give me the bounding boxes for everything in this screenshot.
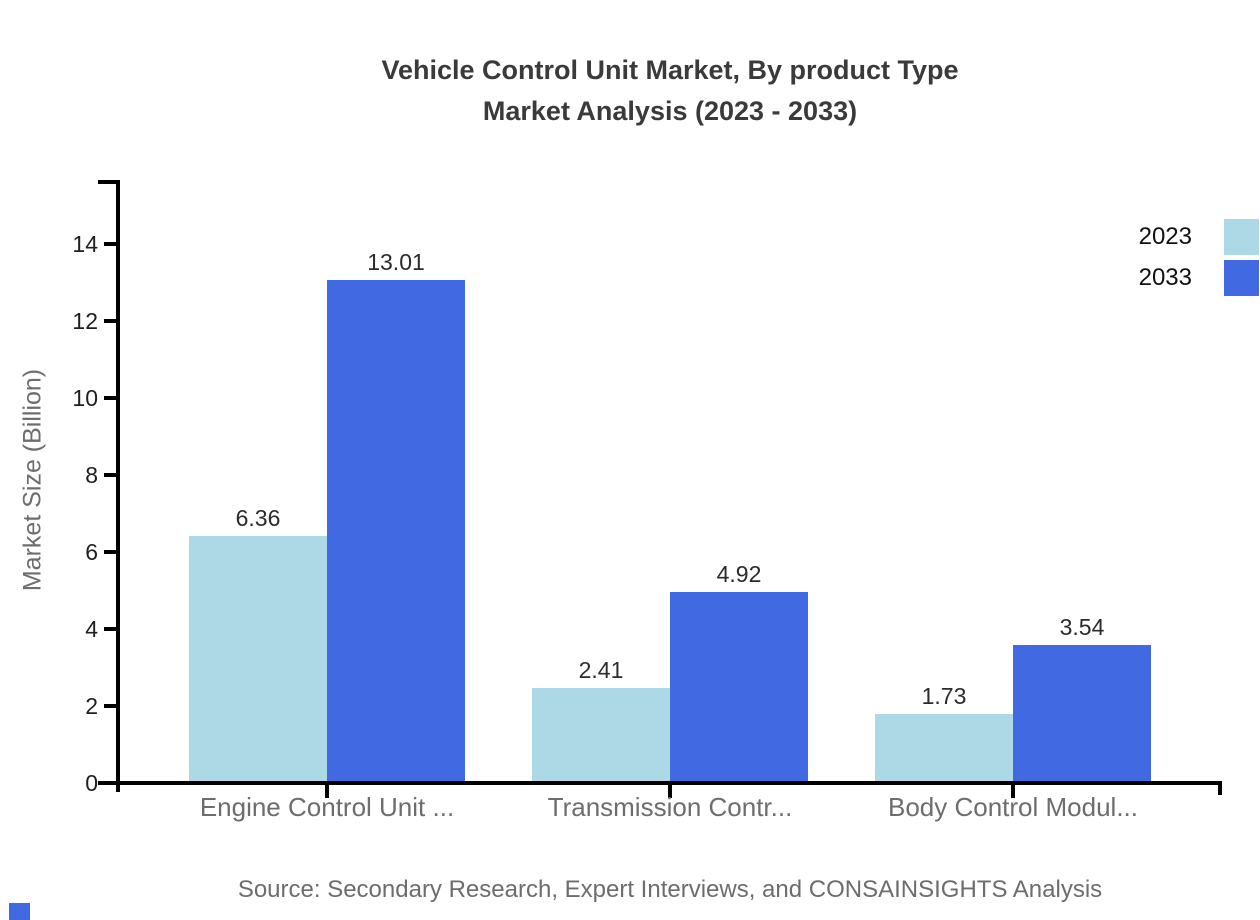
y-axis-end-tick [98, 180, 120, 184]
y-tick [104, 396, 118, 400]
y-tick-label: 0 [85, 770, 98, 796]
y-tick [104, 781, 118, 785]
y-tick [104, 473, 118, 477]
x-axis-line [98, 781, 1222, 785]
category-label: Transmission Contr... [547, 792, 793, 822]
y-tick [104, 242, 118, 246]
y-tick [104, 319, 118, 323]
y-tick-label: 14 [72, 231, 98, 257]
watermark-square [9, 903, 30, 920]
bar-value-label: 6.36 [235, 505, 281, 531]
source-note: Source: Secondary Research, Expert Inter… [237, 876, 1103, 903]
legend-label: 2023 [1138, 223, 1192, 250]
y-tick-label: 2 [85, 693, 98, 719]
x-tick [1011, 785, 1015, 798]
y-tick-label: 12 [72, 308, 98, 334]
bar-value-label: 3.54 [1059, 614, 1105, 640]
bar-value-label: 4.92 [716, 561, 762, 587]
chart-title: Vehicle Control Unit Market, By product … [118, 50, 1222, 132]
y-tick [104, 627, 118, 631]
bar-2023 [875, 714, 1013, 781]
y-tick-label: 6 [85, 539, 98, 565]
x-tick [668, 785, 672, 798]
x-tick [325, 785, 329, 798]
y-tick [104, 550, 118, 554]
bar-value-label: 2.41 [578, 657, 624, 683]
y-tick-label: 10 [72, 385, 98, 411]
x-axis-end-tick [1218, 781, 1222, 795]
legend-swatch [1224, 260, 1259, 296]
bar-2023 [532, 688, 670, 781]
legend-item: 2033 [1139, 260, 1259, 296]
chart-title-line1: Vehicle Control Unit Market, By product … [381, 55, 959, 85]
bar-2033 [670, 592, 808, 781]
bar-2033 [1013, 645, 1151, 781]
y-tick-label: 4 [85, 616, 98, 642]
bar-value-label: 1.73 [921, 683, 967, 709]
bar-2023 [189, 536, 327, 781]
bar-2033 [327, 280, 465, 781]
y-tick-label: 8 [85, 462, 98, 488]
y-tick [104, 704, 118, 708]
legend-item: 2023 [1139, 219, 1259, 255]
chart-title-line2: Market Analysis (2023 - 2033) [482, 96, 858, 126]
category-label: Engine Control Unit ... [199, 792, 455, 822]
legend-label: 2033 [1138, 264, 1192, 291]
legend: 2023 2033 [1139, 219, 1259, 296]
legend-swatch [1224, 219, 1259, 255]
bar-value-label: 13.01 [367, 249, 425, 275]
category-label: Body Control Modul... [887, 792, 1138, 822]
y-axis-line [116, 180, 120, 792]
